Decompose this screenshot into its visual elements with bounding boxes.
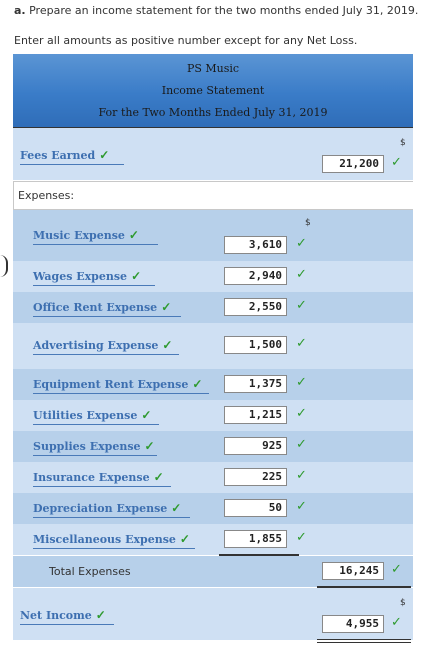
expense-label[interactable]: Music Expense ✓ bbox=[33, 228, 158, 245]
check-icon: ✓ bbox=[296, 406, 307, 421]
expense-row-supplies: Supplies Expense ✓ 925 ✓ bbox=[13, 431, 413, 462]
expense-row-miscellaneous: Miscellaneous Expense ✓ 1,855 ✓ bbox=[13, 524, 413, 555]
expense-input[interactable]: 1,500 bbox=[224, 336, 287, 354]
check-icon: ✓ bbox=[161, 300, 172, 314]
check-icon: ✓ bbox=[99, 148, 110, 162]
instruction-text-1: Prepare an income statement for the two … bbox=[29, 4, 419, 17]
check-icon: ✓ bbox=[296, 236, 307, 251]
check-icon: ✓ bbox=[296, 375, 307, 390]
expense-row-advertising: Advertising Expense ✓ 1,500 ✓ bbox=[13, 323, 413, 369]
expense-label[interactable]: Advertising Expense ✓ bbox=[33, 338, 179, 355]
check-icon: ✓ bbox=[162, 338, 173, 352]
net-income-input[interactable]: 4,955 bbox=[322, 615, 384, 633]
check-icon: ✓ bbox=[179, 532, 190, 546]
net-income-label[interactable]: Net Income ✓ bbox=[20, 608, 114, 625]
header-rule bbox=[13, 127, 413, 128]
statement-period: For the Two Months Ended July 31, 2019 bbox=[98, 106, 328, 119]
expense-row-office-rent: Office Rent Expense ✓ 2,550 ✓ bbox=[13, 292, 413, 323]
expenses-label: Expenses: bbox=[18, 189, 75, 202]
check-icon: ✓ bbox=[296, 437, 307, 452]
expense-input[interactable]: 2,940 bbox=[224, 267, 287, 285]
expenses-header-row: Expenses: bbox=[13, 181, 413, 210]
expense-label[interactable]: Depreciation Expense ✓ bbox=[33, 501, 190, 518]
check-icon: ✓ bbox=[192, 377, 203, 391]
side-bracket bbox=[0, 255, 8, 277]
instruction-line-1: a. Prepare an income statement for the t… bbox=[14, 4, 418, 17]
expense-label[interactable]: Utilities Expense ✓ bbox=[33, 408, 159, 425]
total-expenses-input[interactable]: 16,245 bbox=[322, 562, 384, 580]
check-icon: ✓ bbox=[391, 562, 402, 577]
expense-input[interactable]: 225 bbox=[224, 468, 287, 486]
expense-row-equipment-rent: Equipment Rent Expense ✓ 1,375 ✓ bbox=[13, 369, 413, 400]
expense-input[interactable]: 3,610 bbox=[224, 236, 287, 254]
fees-earned-label[interactable]: Fees Earned ✓ bbox=[20, 148, 124, 165]
total-expenses-label: Total Expenses bbox=[49, 565, 131, 578]
fees-earned-input[interactable]: 21,200 bbox=[322, 155, 384, 173]
expense-row-music: Music Expense ✓ $ 3,610 ✓ bbox=[13, 210, 413, 261]
expense-row-utilities: Utilities Expense ✓ 1,215 ✓ bbox=[13, 400, 413, 431]
statement-title: Income Statement bbox=[161, 84, 265, 97]
expense-row-depreciation: Depreciation Expense ✓ 50 ✓ bbox=[13, 493, 413, 524]
expense-label[interactable]: Wages Expense ✓ bbox=[33, 269, 155, 286]
expense-label[interactable]: Office Rent Expense ✓ bbox=[33, 300, 181, 317]
check-icon: ✓ bbox=[296, 468, 307, 483]
expense-input[interactable]: 1,855 bbox=[224, 530, 287, 548]
part-label: a. bbox=[14, 4, 26, 17]
expense-input[interactable]: 2,550 bbox=[224, 298, 287, 316]
check-icon: ✓ bbox=[171, 501, 182, 515]
check-icon: ✓ bbox=[153, 470, 164, 484]
expense-input[interactable]: 1,215 bbox=[224, 406, 287, 424]
check-icon: ✓ bbox=[296, 298, 307, 313]
company-name: PS Music bbox=[186, 62, 240, 75]
check-icon: ✓ bbox=[144, 439, 155, 453]
check-icon: ✓ bbox=[391, 155, 402, 170]
net-income-row: Net Income ✓ $ 4,955 ✓ bbox=[13, 588, 413, 640]
expense-input[interactable]: 1,375 bbox=[224, 375, 287, 393]
check-icon: ✓ bbox=[296, 499, 307, 514]
expense-label[interactable]: Supplies Expense ✓ bbox=[33, 439, 157, 456]
check-icon: ✓ bbox=[391, 615, 402, 630]
check-icon: ✓ bbox=[128, 228, 139, 242]
dollar-sign: $ bbox=[400, 138, 406, 148]
expense-input[interactable]: 925 bbox=[224, 437, 287, 455]
total-expenses-row: Total Expenses 16,245 ✓ bbox=[13, 556, 413, 587]
expense-label[interactable]: Miscellaneous Expense ✓ bbox=[33, 532, 195, 549]
check-icon: ✓ bbox=[296, 530, 307, 545]
expense-row-insurance: Insurance Expense ✓ 225 ✓ bbox=[13, 462, 413, 493]
dollar-sign: $ bbox=[400, 598, 406, 608]
subtotal-underline bbox=[219, 554, 299, 556]
instruction-line-2: Enter all amounts as positive number exc… bbox=[14, 34, 358, 47]
check-icon: ✓ bbox=[95, 608, 106, 622]
check-icon: ✓ bbox=[296, 267, 307, 282]
check-icon: ✓ bbox=[296, 336, 307, 351]
statement-header: PS Music Income Statement For the Two Mo… bbox=[13, 54, 413, 127]
expense-label[interactable]: Equipment Rent Expense ✓ bbox=[33, 377, 209, 394]
dollar-sign: $ bbox=[305, 218, 311, 228]
check-icon: ✓ bbox=[141, 408, 152, 422]
total-underline bbox=[317, 586, 411, 588]
check-icon: ✓ bbox=[131, 269, 142, 283]
expense-row-wages: Wages Expense ✓ 2,940 ✓ bbox=[13, 261, 413, 292]
double-underline-1 bbox=[317, 639, 411, 640]
expense-input[interactable]: 50 bbox=[224, 499, 287, 517]
double-underline-2 bbox=[317, 642, 411, 643]
expense-label[interactable]: Insurance Expense ✓ bbox=[33, 470, 171, 487]
fees-earned-row: Fees Earned ✓ $ 21,200 ✓ bbox=[13, 128, 413, 180]
